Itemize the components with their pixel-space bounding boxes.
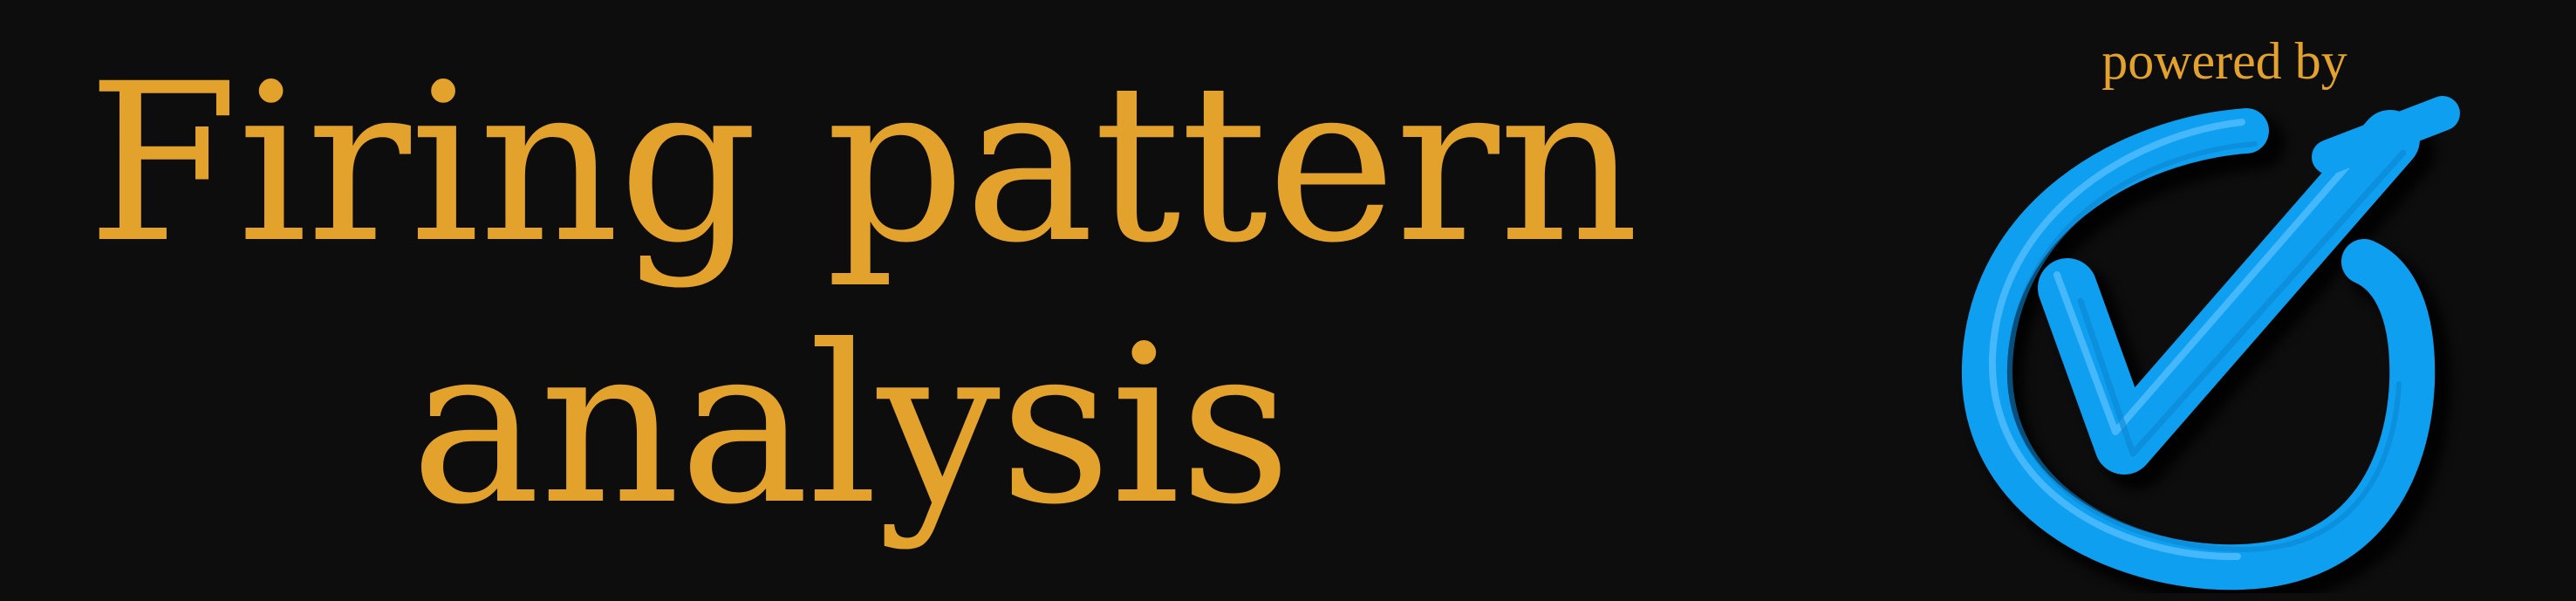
checkmark-logo-icon (1954, 96, 2565, 601)
powered-by-label: powered by (2101, 32, 2347, 90)
page-title-line-1: Firing pattern (87, 37, 1639, 290)
page-title: Firing pattern analysis (87, 33, 1639, 557)
page-title-line-2: analysis (410, 298, 1292, 552)
